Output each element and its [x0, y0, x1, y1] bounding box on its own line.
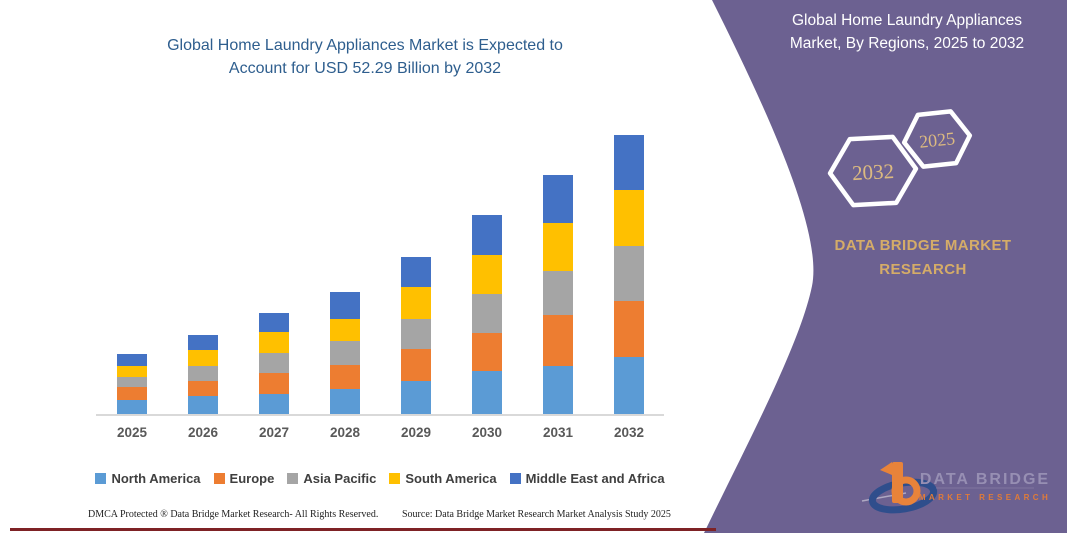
bar-segment: [330, 341, 360, 366]
hexagon-2025-label: 2025: [918, 128, 956, 152]
x-axis-tick-label: 2028: [329, 425, 361, 440]
x-axis-tick-label: 2029: [400, 425, 432, 440]
bar-segment: [259, 332, 289, 353]
bar-segment: [401, 257, 431, 288]
bar-segment: [472, 215, 502, 256]
bar-segment: [401, 380, 431, 414]
bar-segment: [543, 222, 573, 272]
bar-segment: [188, 365, 218, 381]
bar-segment: [614, 356, 644, 414]
bar-segment: [472, 332, 502, 371]
bar-segment: [614, 135, 644, 191]
copyright-text: DMCA Protected ® Data Bridge Market Rese…: [88, 509, 379, 520]
legend-label: Asia Pacific: [303, 471, 377, 486]
legend-label: South America: [405, 471, 497, 486]
chart-title-line1: Global Home Laundry Appliances Market is…: [167, 37, 563, 54]
bar-segment: [117, 399, 147, 414]
x-axis-tick-label: 2032: [613, 425, 645, 440]
hexagon-2032-label: 2032: [851, 159, 894, 185]
bar-segment: [259, 393, 289, 414]
panel-title: Global Home Laundry Appliances Market, B…: [758, 9, 1056, 56]
x-axis-line: [96, 414, 664, 416]
brand-name-line2: RESEARCH: [879, 261, 967, 278]
bar-segment: [117, 365, 147, 378]
chart-title-line2: Account for USD 52.29 Billion by 2032: [228, 60, 502, 78]
panel-title-line2: Market, By Regions, 2025 to 2032: [789, 35, 1025, 53]
logo-b-hook: [880, 462, 892, 475]
legend-swatch: [213, 473, 225, 484]
bar-segment: [259, 352, 289, 373]
bar-segment: [117, 353, 147, 366]
logo-b-stem: [892, 462, 903, 503]
bar-segment: [117, 386, 147, 400]
bar-segment: [188, 334, 218, 350]
bar-segment: [543, 271, 573, 316]
legend-label: Europe: [229, 471, 275, 486]
brand-name: DATA BRIDGE MARKET RESEARCH: [795, 234, 1051, 282]
bar-segment: [188, 396, 218, 414]
x-axis-tick-label: 2030: [471, 425, 503, 440]
bar-segment: [614, 246, 644, 302]
bar-segment: [259, 372, 289, 394]
chart-legend: North America Europe Asia Pacific South Ame…: [70, 471, 690, 486]
bar-segment: [614, 190, 644, 247]
x-axis-tick-label: 2025: [116, 425, 148, 440]
legend-item: Middle East and Africa: [509, 471, 665, 486]
bar-segment: [614, 301, 644, 357]
legend-swatch: [509, 473, 521, 484]
legend-swatch: [95, 473, 107, 484]
legend-swatch: [287, 473, 299, 484]
logo-tagline: MARKET RESEARCH: [919, 493, 1051, 502]
bar-segment: [117, 377, 147, 387]
bar-segment: [401, 287, 431, 319]
chart-title: Global Home Laundry Appliances Market is…: [65, 34, 665, 80]
legend-label: North America: [111, 471, 201, 486]
bar-segment: [401, 318, 431, 349]
legend-item: Europe: [213, 471, 275, 486]
bar-segment: [472, 370, 502, 414]
bar-segment: [330, 365, 360, 390]
bar-segment: [472, 255, 502, 294]
brand-name-line1: DATA BRIDGE MARKET: [834, 237, 1012, 254]
bottom-divider: [10, 528, 716, 531]
source-text: Source: Data Bridge Market Research Mark…: [402, 509, 671, 520]
legend-item: South America: [389, 471, 497, 486]
legend-label: Middle East and Africa: [525, 471, 665, 486]
bar-segment: [188, 349, 218, 366]
bar-segment: [543, 315, 573, 367]
logo-wordmark: DATA BRIDGE: [920, 471, 1050, 488]
bar-segment: [401, 348, 431, 381]
bar-segment: [259, 312, 289, 333]
panel-title-line1: Global Home Laundry Appliances: [791, 12, 1023, 29]
bar-segment: [330, 389, 360, 414]
bar-segment: [330, 292, 360, 319]
bar-segment: [330, 318, 360, 342]
legend-item: North America: [95, 471, 201, 486]
x-axis-tick-label: 2031: [542, 425, 574, 440]
legend-swatch: [389, 473, 401, 484]
hexagon-2032: 2032: [827, 134, 919, 208]
legend-item: Asia Pacific: [287, 471, 376, 486]
purple-panel-shape: [704, 0, 1067, 533]
bar-segment: [543, 366, 573, 414]
bar-segment: [188, 380, 218, 397]
dbmr-logo: DATA BRIDGE MARKET RESEARCH: [861, 462, 1051, 514]
bar-segment: [472, 293, 502, 333]
hexagon-2025: 2025: [901, 109, 973, 169]
bar-segment: [543, 175, 573, 223]
x-axis-tick-label: 2026: [187, 425, 219, 440]
x-axis-tick-label: 2027: [258, 425, 290, 440]
